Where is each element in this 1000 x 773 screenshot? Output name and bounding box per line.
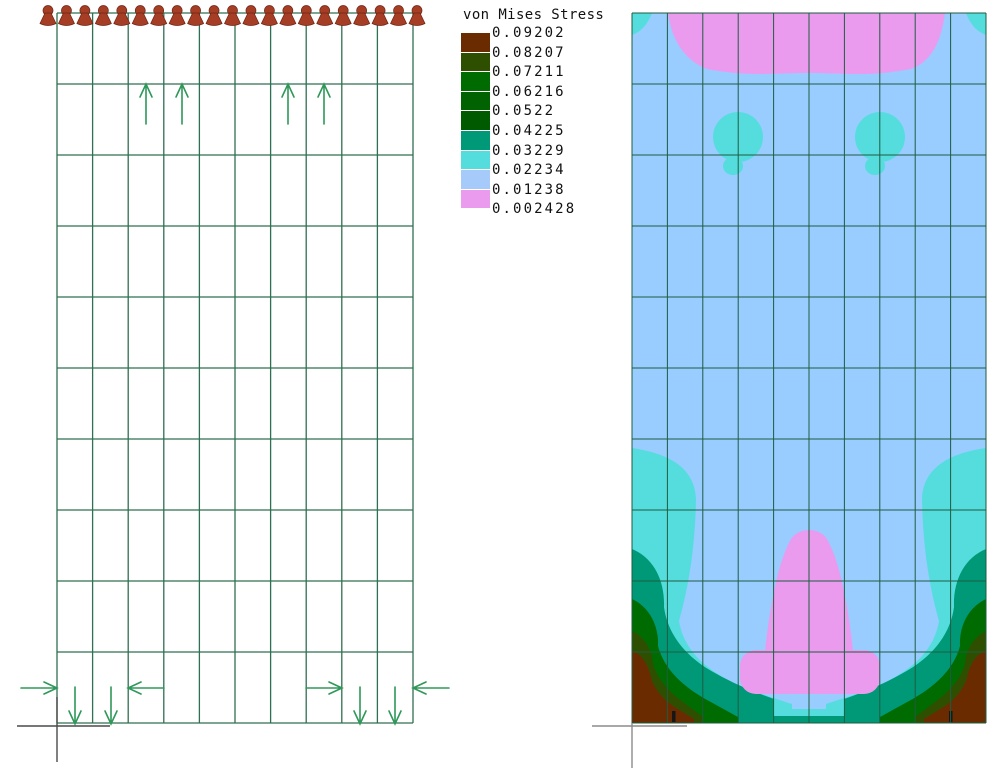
restraint-cone-icon xyxy=(94,12,112,26)
up-arrow-icon xyxy=(317,82,331,125)
right-arrow-icon xyxy=(305,681,344,695)
restraint-cone-icon xyxy=(334,12,352,26)
left-mesh-grid xyxy=(56,12,414,724)
left-arrow-icon xyxy=(126,681,165,695)
origin-axes-right xyxy=(592,723,687,768)
down-arrow-icon xyxy=(388,686,402,726)
restraint-cone-icon xyxy=(168,12,186,26)
restraint-cone-icon xyxy=(187,12,205,26)
restraint-cone-icon xyxy=(205,12,223,26)
restraint-symbols xyxy=(39,5,426,26)
restraint-cone-icon xyxy=(76,12,94,26)
restraint-cone-icon xyxy=(279,12,297,26)
down-arrow-icon xyxy=(104,686,118,726)
up-arrow-icon xyxy=(281,82,295,125)
restraint-cone-icon xyxy=(57,12,75,26)
restraint-cone-icon xyxy=(224,12,241,26)
restraint-cone-icon xyxy=(39,12,57,26)
left-arrow-icon xyxy=(411,681,450,695)
contour-region-brown-right xyxy=(924,650,986,723)
restraint-cone-icon xyxy=(260,12,278,26)
contour-region-brown-left xyxy=(632,650,694,723)
contour-blob-left-lobe xyxy=(723,157,743,175)
restraint-cone-icon xyxy=(150,12,168,26)
restraint-cone-icon xyxy=(353,12,371,26)
restraint-cone-icon xyxy=(408,12,426,26)
down-arrow-icon xyxy=(68,686,82,726)
origin-axes-left xyxy=(17,697,110,762)
restraint-cone-icon xyxy=(297,12,315,26)
restraint-cone-icon xyxy=(242,12,260,26)
contour-region-teal-bottomstrip xyxy=(756,716,860,723)
down-arrow-icon xyxy=(353,686,367,726)
up-arrow-icon xyxy=(175,82,189,125)
right-arrow-icon xyxy=(20,681,59,695)
node-mark-left xyxy=(672,711,676,722)
contour-region-pink-top xyxy=(668,13,945,74)
restraint-cone-icon xyxy=(371,12,389,26)
contour-blob-right-lobe xyxy=(865,157,885,175)
restraint-cone-icon xyxy=(390,12,408,26)
restraint-cone-icon xyxy=(131,12,149,26)
contour-region-cyan-topright xyxy=(966,13,986,35)
restraint-cone-icon xyxy=(316,12,334,26)
load-arrows xyxy=(20,82,450,726)
contour-region-pink-pad xyxy=(740,650,880,694)
contour-region-cyan-topleft xyxy=(632,13,652,35)
right-mesh-grid xyxy=(631,12,987,724)
up-arrow-icon xyxy=(139,82,153,125)
restraint-cone-icon xyxy=(113,12,131,26)
